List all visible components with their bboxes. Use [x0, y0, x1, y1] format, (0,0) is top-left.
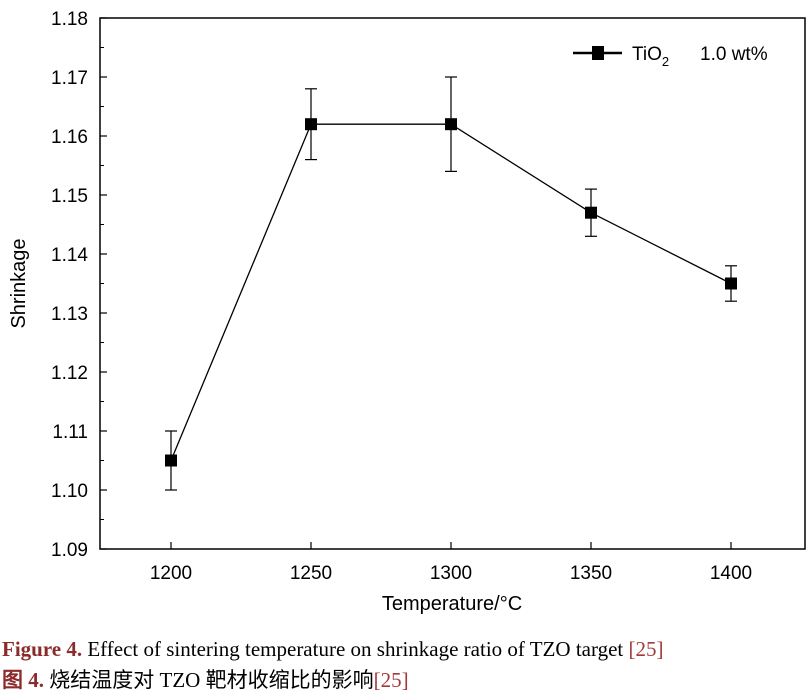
figure-label-zh: 图 4. [2, 668, 44, 692]
data-point [445, 118, 457, 131]
y-tick-label: 1.15 [51, 186, 88, 207]
y-tick-label: 1.17 [51, 68, 88, 89]
x-tick-label: 1200 [150, 563, 192, 584]
data-point [165, 454, 177, 467]
legend-label: TiO2 1.0 wt% [632, 44, 768, 69]
y-tick-label: 1.09 [51, 540, 88, 561]
x-tick-label: 1300 [430, 563, 472, 584]
y-tick-label: 1.16 [51, 127, 88, 148]
x-tick-label: 1250 [290, 563, 332, 584]
y-tick-label: 1.13 [51, 304, 88, 325]
y-tick-label: 1.11 [52, 422, 88, 443]
caption-english: Figure 4. Effect of sintering temperatur… [2, 637, 664, 662]
caption-text: Effect of sintering temperature on shrin… [82, 637, 629, 661]
caption-text-zh: 烧结温度对 TZO 靶材收缩比的影响 [44, 668, 374, 692]
figure-label: Figure 4. [2, 637, 83, 661]
legend-marker [592, 46, 604, 60]
y-tick-label: 1.18 [51, 9, 88, 30]
data-point [305, 118, 317, 131]
data-point [585, 206, 597, 219]
plot-frame [99, 17, 806, 550]
reference-link[interactable]: [25] [628, 637, 664, 661]
y-tick-label: 1.14 [51, 245, 88, 266]
y-tick-label: 1.10 [51, 481, 88, 502]
x-tick-label: 1350 [570, 563, 612, 584]
caption-chinese: 图 4. 烧结温度对 TZO 靶材收缩比的影响[25] [2, 664, 409, 694]
reference-link-zh[interactable]: [25] [373, 668, 409, 692]
x-axis-label: Temperature/°C [382, 593, 522, 615]
series-line [170, 123, 732, 461]
y-axis-label: Shrinkage [8, 238, 30, 328]
y-tick-label: 1.12 [51, 363, 88, 384]
shrinkage-chart: 1.09 1.10 1.11 1.12 1.13 1.14 1.15 1.16 1.17 1.18… [8, 9, 806, 615]
x-tick-label: 1400 [710, 563, 752, 584]
data-point [725, 277, 737, 290]
